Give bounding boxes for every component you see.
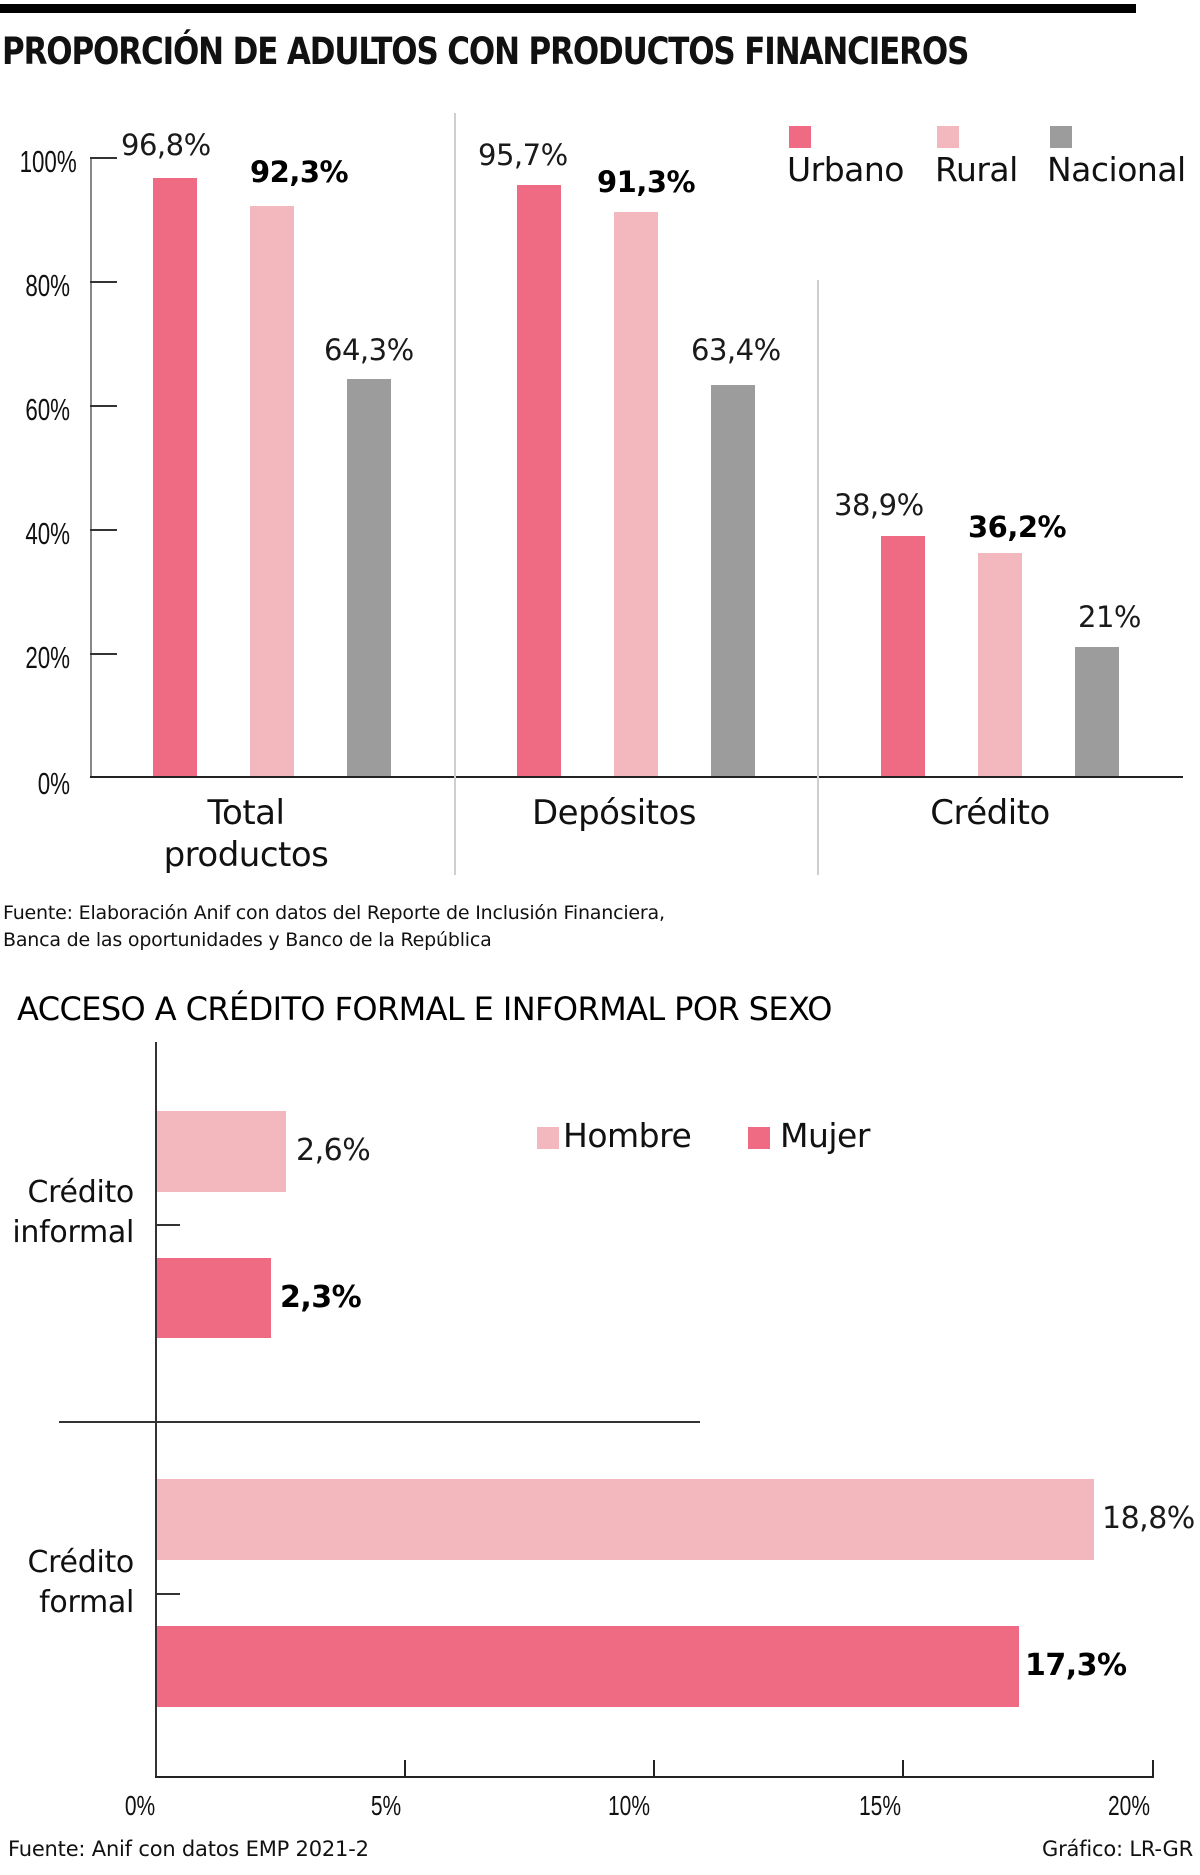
bar-informal-mujer: [157, 1258, 271, 1338]
y-tick-label-60: 60%: [25, 392, 70, 427]
graphic-credit: Gráfico: LR-GR: [1042, 1837, 1193, 1861]
x-tick-15: [902, 1760, 904, 1777]
legend-label-nacional: Nacional: [1047, 150, 1186, 189]
y-tick-20: [90, 653, 117, 655]
legend-label-rural: Rural: [935, 150, 1018, 189]
x-tick-20: [1152, 1760, 1154, 1777]
chart2-title: ACCESO A CRÉDITO FORMAL E INFORMAL POR S…: [17, 990, 832, 1028]
x-tick-label-20: 20%: [1107, 1790, 1151, 1821]
value-formal-hombre: 18,8%: [1102, 1501, 1195, 1536]
row-tick-informal: [155, 1224, 180, 1226]
legend-label-hombre: Hombre: [563, 1116, 692, 1155]
category-label-depositos: Depósitos: [532, 793, 697, 833]
bar-formal-mujer: [157, 1626, 1019, 1707]
value-credito-rural: 36,2%: [968, 510, 1067, 544]
legend-swatch-rural: [937, 126, 959, 148]
y-tick-80: [90, 281, 117, 283]
legend-label-urbano: Urbano: [787, 150, 905, 189]
bar-total-rural: [250, 206, 294, 776]
legend-swatch-nacional: [1050, 126, 1072, 148]
row-label-formal: Crédito formal: [0, 1543, 135, 1623]
value-depositos-urbano: 95,7%: [478, 138, 568, 172]
bar-total-urbano: [153, 178, 197, 776]
bar-total-nacional: [347, 379, 391, 776]
legend-swatch-mujer: [748, 1127, 770, 1149]
bar-credito-rural: [978, 553, 1022, 776]
row-label-informal: Crédito informal: [0, 1173, 134, 1253]
y-tick-60: [90, 405, 117, 407]
bar-credito-nacional: [1075, 647, 1119, 776]
bar-formal-hombre: [157, 1479, 1094, 1560]
legend-swatch-hombre: [537, 1127, 559, 1149]
chart1-x-baseline: [90, 776, 1183, 778]
chart1-title: PROPORCIÓN DE ADULTOS CON PRODUCTOS FINA…: [2, 30, 969, 73]
chart2-x-axis: [155, 1776, 1154, 1778]
y-tick-label-80: 80%: [25, 268, 70, 303]
row-label-line2: formal: [39, 1585, 134, 1620]
chart1-y-axis: [90, 157, 92, 778]
bar-depositos-rural: [614, 212, 658, 776]
row-label-line1: Crédito: [27, 1175, 135, 1210]
y-tick-label-0: 0%: [37, 766, 70, 801]
x-tick-label-5: 5%: [370, 1790, 402, 1821]
bar-informal-hombre: [157, 1111, 286, 1192]
value-credito-urbano: 38,9%: [834, 488, 924, 522]
top-rule: [0, 4, 1136, 13]
bar-credito-urbano: [881, 536, 925, 776]
x-tick-label-15: 15%: [858, 1790, 902, 1821]
chart1-source-line1: Fuente: Elaboración Anif con datos del R…: [3, 902, 665, 924]
value-total-urbano: 96,8%: [121, 128, 211, 162]
leader-line: [117, 157, 119, 158]
value-total-nacional: 64,3%: [324, 333, 414, 367]
value-depositos-nacional: 63,4%: [691, 333, 781, 367]
category-label-credito: Crédito: [930, 793, 1050, 833]
bar-depositos-nacional: [711, 385, 755, 776]
y-tick-100: [90, 157, 117, 159]
category-label-total: Total productos: [146, 792, 346, 876]
category-label-line1: Total: [207, 793, 285, 833]
chart1-source-line2: Banca de las oportunidades y Banco de la…: [3, 929, 492, 951]
row-tick-formal: [155, 1593, 180, 1595]
row-label-line2: informal: [12, 1215, 134, 1250]
group-divider-1: [454, 113, 456, 875]
legend-label-mujer: Mujer: [780, 1116, 870, 1155]
group-divider-2: [817, 280, 819, 875]
x-tick-label-10: 10%: [607, 1790, 651, 1821]
value-informal-hombre: 2,6%: [296, 1133, 371, 1168]
legend-swatch-urbano: [789, 126, 811, 148]
y-tick-label-40: 40%: [25, 516, 70, 551]
category-label-line2: productos: [163, 835, 329, 875]
value-informal-mujer: 2,3%: [280, 1280, 362, 1315]
y-tick-label-20: 20%: [25, 640, 70, 675]
x-tick-5: [404, 1760, 406, 1777]
y-tick-40: [90, 529, 117, 531]
row-label-line1: Crédito: [27, 1545, 135, 1580]
chart2-source: Fuente: Anif con datos EMP 2021-2: [8, 1837, 369, 1861]
y-tick-label-100: 100%: [19, 144, 77, 179]
value-depositos-rural: 91,3%: [597, 165, 696, 199]
x-tick-10: [653, 1760, 655, 1777]
bar-depositos-urbano: [517, 185, 561, 776]
value-total-rural: 92,3%: [250, 155, 349, 189]
value-credito-nacional: 21%: [1078, 600, 1141, 634]
x-tick-label-0: 0%: [124, 1790, 156, 1821]
chart2-y-axis: [155, 1042, 157, 1778]
row-separator: [59, 1421, 700, 1423]
value-formal-mujer: 17,3%: [1025, 1648, 1127, 1683]
